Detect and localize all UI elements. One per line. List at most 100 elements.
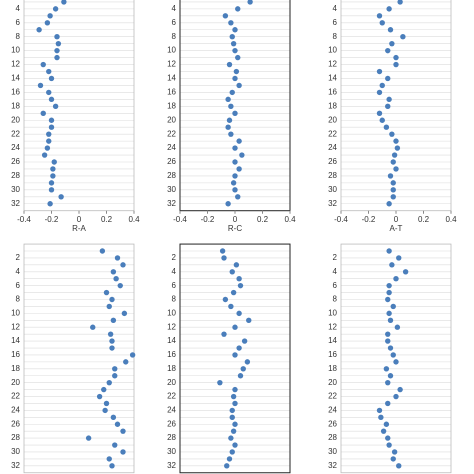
dot [232, 145, 238, 151]
y-tick-label: 2 [172, 253, 177, 262]
y-tick-label: 26 [11, 157, 20, 166]
dot [226, 117, 233, 123]
y-tick-label: 4 [16, 267, 21, 276]
dot [385, 331, 391, 337]
dot [241, 338, 248, 344]
dot [390, 159, 396, 165]
dot [99, 248, 106, 254]
x-tick-label: 0.4 [445, 215, 457, 224]
dot [112, 366, 118, 372]
plot-frame [23, 243, 135, 474]
y-tick-label: 14 [11, 74, 20, 83]
x-tick-label: -0.2 [362, 215, 376, 224]
dot [237, 282, 244, 289]
dot [387, 317, 394, 323]
dot [107, 331, 114, 337]
y-tick-label: 6 [333, 18, 338, 27]
y-tick-label: 30 [328, 447, 337, 456]
dot [54, 34, 60, 40]
dot [48, 96, 55, 103]
dot [54, 54, 60, 61]
dot [378, 414, 384, 421]
y-tick-label: 12 [328, 322, 337, 331]
dot [121, 310, 128, 317]
dot [393, 359, 399, 365]
y-tick-label: 8 [172, 295, 177, 304]
dot [386, 201, 392, 207]
y-tick-label: 12 [11, 60, 20, 69]
y-tick-label: 2 [16, 253, 21, 262]
dot [228, 303, 234, 310]
dot [48, 75, 55, 82]
y-tick-label: 18 [167, 364, 176, 373]
y-tick-label: 30 [11, 185, 20, 194]
dot [385, 296, 391, 303]
y-tick-label: 4 [16, 4, 21, 13]
dot [232, 27, 238, 33]
dot [225, 201, 231, 207]
y-tick-label: 30 [328, 185, 337, 194]
dot [232, 159, 238, 165]
x-tick-label: -0.2 [45, 215, 59, 224]
dot [230, 180, 237, 186]
y-tick-label: 30 [167, 185, 176, 194]
y-tick-label: 22 [167, 129, 176, 138]
dot [240, 366, 246, 372]
y-tick-label: 26 [328, 419, 337, 428]
dot [123, 359, 129, 365]
dot [228, 435, 234, 441]
y-tick-label: 2 [333, 253, 338, 262]
dot [221, 255, 227, 261]
dot [106, 456, 112, 462]
x-tick-label: -0.4 [173, 215, 187, 224]
y-tick-label: 16 [167, 350, 176, 359]
y-tick-label: 28 [328, 433, 337, 442]
dot [236, 276, 242, 282]
y-tick-label: 10 [11, 46, 20, 55]
dot [113, 276, 119, 282]
dot [393, 393, 399, 400]
y-tick-label: 12 [167, 60, 176, 69]
dot [232, 400, 238, 407]
y-tick-label: 18 [328, 364, 337, 373]
dot [129, 352, 136, 358]
y-tick-label: 24 [167, 405, 176, 414]
y-tick-label: 6 [333, 281, 338, 290]
dot [103, 400, 110, 407]
y-tick-label: 6 [172, 281, 177, 290]
dot [233, 68, 240, 75]
dot [236, 138, 242, 144]
dot [232, 110, 238, 116]
y-tick-label: 18 [11, 364, 20, 373]
dot [120, 428, 126, 434]
dot [393, 138, 399, 144]
y-tick-label: 20 [167, 115, 176, 124]
dot [230, 40, 237, 47]
dot [217, 379, 223, 386]
y-tick-label: 16 [11, 350, 20, 359]
dot [394, 145, 401, 151]
y-tick-label: 6 [172, 18, 177, 27]
dot [244, 359, 251, 365]
dot [402, 269, 409, 275]
y-tick-label: 30 [11, 447, 20, 456]
dot [236, 166, 242, 172]
dot [383, 124, 390, 130]
dot [48, 180, 55, 186]
y-tick-label: 10 [328, 46, 337, 55]
dot [55, 40, 62, 47]
y-tick-label: 14 [328, 336, 337, 345]
x-tick-label: 0 [233, 215, 238, 224]
dot [229, 89, 235, 96]
dot [247, 0, 253, 5]
y-tick-label: 18 [167, 101, 176, 110]
dot [387, 27, 394, 33]
dot [389, 262, 395, 268]
dot [391, 449, 398, 455]
x-tick-label: 0.4 [128, 215, 140, 224]
dot [386, 248, 392, 254]
dot [48, 117, 55, 123]
y-tick-label: 14 [167, 336, 176, 345]
dot [376, 407, 383, 414]
